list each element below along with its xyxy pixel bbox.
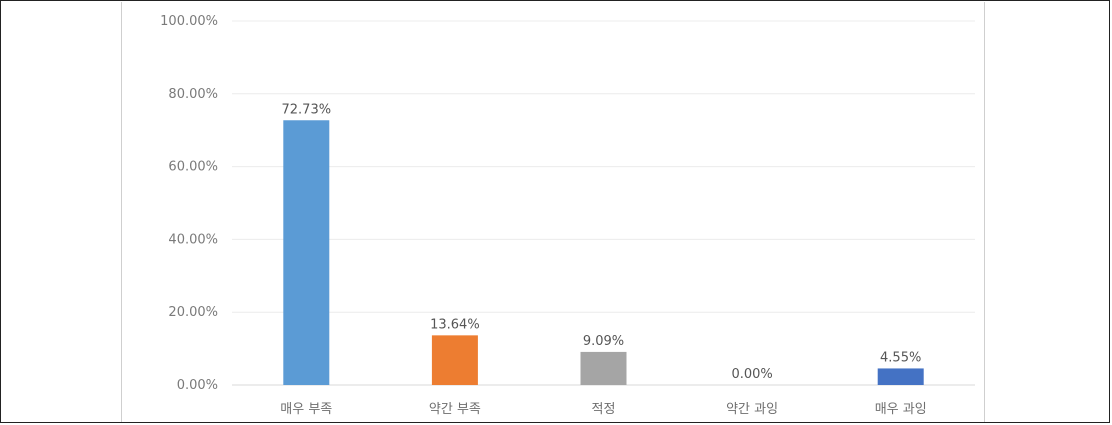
y-tick-label: 20.00% bbox=[168, 305, 218, 320]
y-tick-label: 60.00% bbox=[168, 160, 218, 175]
data-label: 13.64% bbox=[430, 317, 480, 332]
bar bbox=[580, 351, 627, 385]
y-tick-label: 40.00% bbox=[168, 232, 218, 247]
data-label: 0.00% bbox=[731, 367, 772, 382]
x-tick-label: 적정 bbox=[592, 402, 616, 417]
x-tick-label: 매우 부족 bbox=[280, 402, 332, 417]
data-label: 9.09% bbox=[583, 334, 624, 349]
data-label: 4.55% bbox=[880, 350, 921, 365]
x-tick-label: 약간 과잉 bbox=[726, 402, 778, 417]
y-tick-label: 80.00% bbox=[168, 87, 218, 102]
bar bbox=[877, 368, 924, 385]
y-tick-label: 0.00% bbox=[177, 378, 218, 393]
chart-plot-area bbox=[121, 2, 985, 422]
y-tick-label: 100.00% bbox=[160, 14, 218, 29]
bar bbox=[431, 335, 478, 385]
bar bbox=[283, 120, 330, 385]
data-label: 72.73% bbox=[282, 102, 332, 117]
x-tick-label: 매우 과잉 bbox=[875, 402, 927, 417]
x-tick-label: 약간 부족 bbox=[429, 402, 481, 417]
